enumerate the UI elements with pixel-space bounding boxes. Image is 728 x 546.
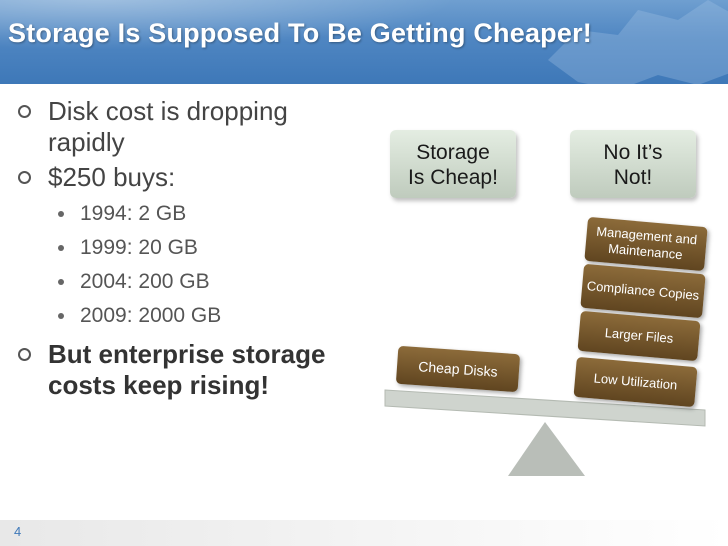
- sub-bullet-2004: 2004: 200 GB: [18, 265, 358, 299]
- weight-label: Compliance Copies: [586, 278, 700, 303]
- slide-title: Storage Is Supposed To Be Getting Cheape…: [8, 18, 592, 48]
- sub-bullet-2009: 2009: 2000 GB: [18, 299, 358, 333]
- balance-scale: [384, 389, 706, 476]
- sub-bullet-text: 2004: 200 GB: [80, 270, 210, 293]
- sub-bullet-text: 1994: 2 GB: [80, 202, 187, 225]
- bullet-disk-cost: Disk cost is dropping rapidly: [18, 96, 358, 158]
- bullet-dot-icon: [58, 279, 64, 285]
- bullet-text: Disk cost is dropping: [48, 96, 288, 126]
- callout-text: Not!: [613, 166, 653, 189]
- weight-larger-files: Larger Files: [577, 310, 701, 362]
- balance-fulcrum: [508, 422, 585, 476]
- bullet-list: Disk cost is dropping rapidly $250 buys:…: [18, 96, 358, 405]
- bullet-text: rapidly: [48, 127, 125, 157]
- weight-compliance: Compliance Copies: [580, 263, 706, 319]
- weight-label: Management and Maintenance: [595, 223, 698, 263]
- bullet-text: costs keep rising!: [48, 370, 270, 400]
- sub-bullet-1994: 1994: 2 GB: [18, 197, 358, 231]
- callout-storage-is-cheap: Storage Is Cheap!: [390, 130, 516, 198]
- weight-label: Larger Files: [604, 325, 674, 346]
- callout-no-its-not: No It’s Not!: [570, 130, 696, 198]
- bullet-ring-icon: [18, 105, 31, 118]
- callout-text: Storage: [416, 141, 490, 164]
- title-shine: [0, 0, 460, 50]
- page-number: 4: [14, 524, 22, 539]
- bullet-ring-icon: [18, 348, 31, 361]
- footer-bar: [0, 520, 728, 546]
- sub-bullet-text: 2009: 2000 GB: [80, 304, 222, 327]
- bullet-text: But enterprise storage: [48, 339, 326, 369]
- bullet-dot-icon: [58, 245, 64, 251]
- sub-bullet-1999: 1999: 20 GB: [18, 231, 358, 265]
- weight-label: Low Utilization: [593, 370, 678, 393]
- callout-text: No It’s: [603, 141, 663, 164]
- bullet-250-buys: $250 buys:: [18, 162, 358, 193]
- bullet-dot-icon: [58, 211, 64, 217]
- weight-management: Management and Maintenance: [584, 216, 708, 272]
- callout-text: Is Cheap!: [408, 166, 498, 189]
- balance-beam: [384, 389, 706, 427]
- sub-bullet-text: 1999: 20 GB: [80, 236, 198, 259]
- bullet-ring-icon: [18, 171, 31, 184]
- weight-label: Cheap Disks: [417, 358, 499, 380]
- title-bar: Storage Is Supposed To Be Getting Cheape…: [0, 0, 728, 84]
- bullet-enterprise-costs: But enterprise storage costs keep rising…: [18, 339, 358, 401]
- map-watermark: [548, 0, 728, 84]
- bullet-text: $250 buys:: [48, 162, 176, 192]
- bullet-dot-icon: [58, 313, 64, 319]
